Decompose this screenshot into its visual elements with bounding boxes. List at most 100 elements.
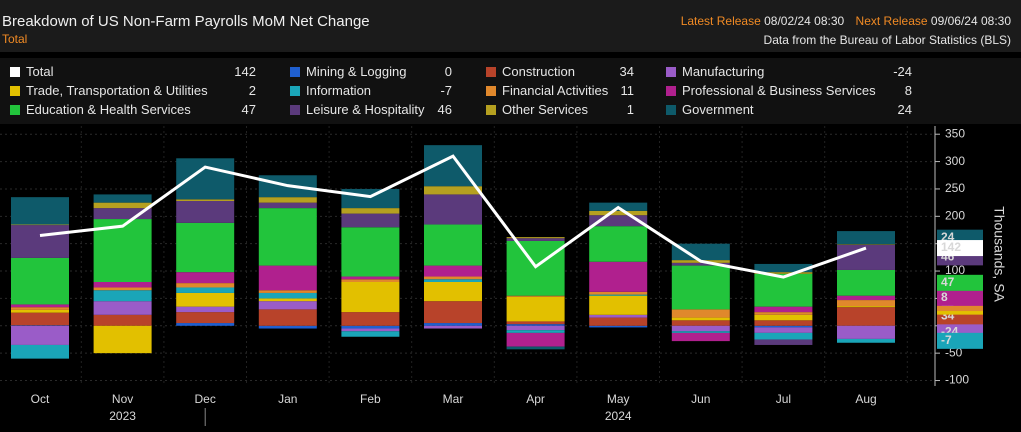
legend-item: Mining & Logging 0 (280, 63, 452, 81)
bar-segment (754, 339, 813, 345)
legend-value: 2 (248, 83, 256, 98)
bar-segment (837, 306, 895, 308)
bar-segment (258, 292, 317, 299)
bar-segment (424, 279, 482, 282)
bar-segment (424, 265, 482, 277)
bar-segment (176, 312, 235, 324)
legend-label: Government (682, 102, 754, 117)
bar-segment (671, 262, 730, 266)
legend-value: 24 (897, 102, 912, 117)
legend-value: 0 (444, 64, 452, 79)
x-tick-label: May (607, 392, 630, 406)
chart-title: Breakdown of US Non-Farm Payrolls MoM Ne… (2, 13, 370, 30)
legend-swatch (290, 105, 300, 115)
legend-item: Financial Activities 11 (476, 82, 634, 100)
bar-segment (93, 301, 152, 315)
bar-segment (589, 261, 648, 292)
bar-segment (93, 202, 152, 209)
bar-segment (11, 325, 69, 345)
legend-label: Trade, Transportation & Utilities (26, 83, 208, 98)
latest-release-label: Latest Release (680, 14, 761, 28)
legend-item: Government 24 (656, 101, 912, 119)
bar-segment (671, 317, 730, 321)
bar-segment (341, 312, 400, 326)
legend-item: Information -7 (280, 82, 452, 100)
line (39, 154, 867, 279)
legend-swatch (290, 67, 300, 77)
bar-segment (11, 344, 69, 359)
bar-segment (176, 323, 235, 326)
bar-segment (589, 317, 648, 326)
legend-swatch (10, 105, 20, 115)
x-tick-label: Mar (443, 392, 464, 406)
bar-segment (93, 325, 152, 354)
bar-segment (424, 186, 482, 195)
bar-segment (506, 346, 565, 350)
legend-swatch (290, 86, 300, 96)
chart: -100-50050100150200250300350OctNovDecJan… (0, 126, 1007, 426)
bar-segment (341, 279, 400, 282)
legend-swatch (10, 86, 20, 96)
bar-segment (671, 243, 730, 261)
legend-label: Manufacturing (682, 64, 765, 79)
bar-segment (341, 188, 400, 209)
bar-segment (506, 295, 565, 297)
x-tick-label: Feb (360, 392, 381, 406)
bar-segment (754, 332, 813, 340)
x-tick-label: Nov (112, 392, 133, 406)
y-axis-label: Thousands, SA (991, 206, 1007, 302)
bar-segment (589, 294, 648, 296)
legend-label: Mining & Logging (306, 64, 407, 79)
y-tick-label: 200 (945, 208, 965, 222)
bar-segment (837, 269, 895, 296)
legend-item: Total 142 (0, 63, 256, 81)
bar-segment (258, 197, 317, 203)
y-tick-label: -100 (945, 373, 969, 387)
bar-segment (754, 320, 813, 326)
bar-segment (93, 194, 152, 203)
bar-segment (837, 295, 895, 301)
bar-segment (341, 282, 400, 313)
bar-segment (176, 292, 235, 307)
bar-segment (11, 307, 69, 310)
bar-segment (671, 332, 730, 342)
legend-swatch (666, 105, 676, 115)
bar-segment (341, 208, 400, 214)
legend-item: Professional & Business Services 8 (656, 82, 912, 100)
bar-segment (671, 325, 730, 332)
bar-segment (506, 325, 565, 331)
bar-segment (11, 304, 69, 308)
bar-segment (258, 325, 317, 329)
bar-segment (258, 309, 317, 326)
x-tick-label: Aug (855, 392, 876, 406)
y-tick-label: 250 (945, 181, 965, 195)
bar-segment (589, 291, 648, 295)
legend: Total 142 Mining & Logging 0 Construction 34 M… (0, 58, 1021, 124)
legend-item: Education & Health Services 47 (0, 101, 256, 119)
legend-label: Total (26, 64, 54, 79)
bar-segment (258, 265, 317, 291)
bar-segment (589, 226, 648, 262)
legend-label: Financial Activities (502, 83, 609, 98)
bar-segment (176, 283, 235, 288)
bar-segment (424, 301, 482, 324)
bar-segment (176, 199, 235, 201)
y-tick-label: 300 (945, 154, 965, 168)
value-badge-label: -7 (941, 333, 952, 347)
bar-segment (341, 227, 400, 277)
x-tick-label: Dec (195, 392, 216, 406)
bar-segment (11, 257, 69, 305)
bar-segment (11, 312, 69, 326)
legend-value: -24 (893, 64, 912, 79)
legend-value: 8 (904, 83, 912, 98)
bar-segment (258, 298, 317, 302)
bar-segment (341, 213, 400, 228)
value-badge-label: 142 (941, 240, 961, 254)
bar-segment (671, 331, 730, 333)
bar-segment (506, 332, 565, 347)
year-label: 2023 (109, 409, 136, 423)
legend-item: Leisure & Hospitality 46 (280, 101, 452, 119)
bar-segment (176, 306, 235, 313)
bar-segment (258, 202, 317, 209)
bar-segment (93, 208, 152, 220)
